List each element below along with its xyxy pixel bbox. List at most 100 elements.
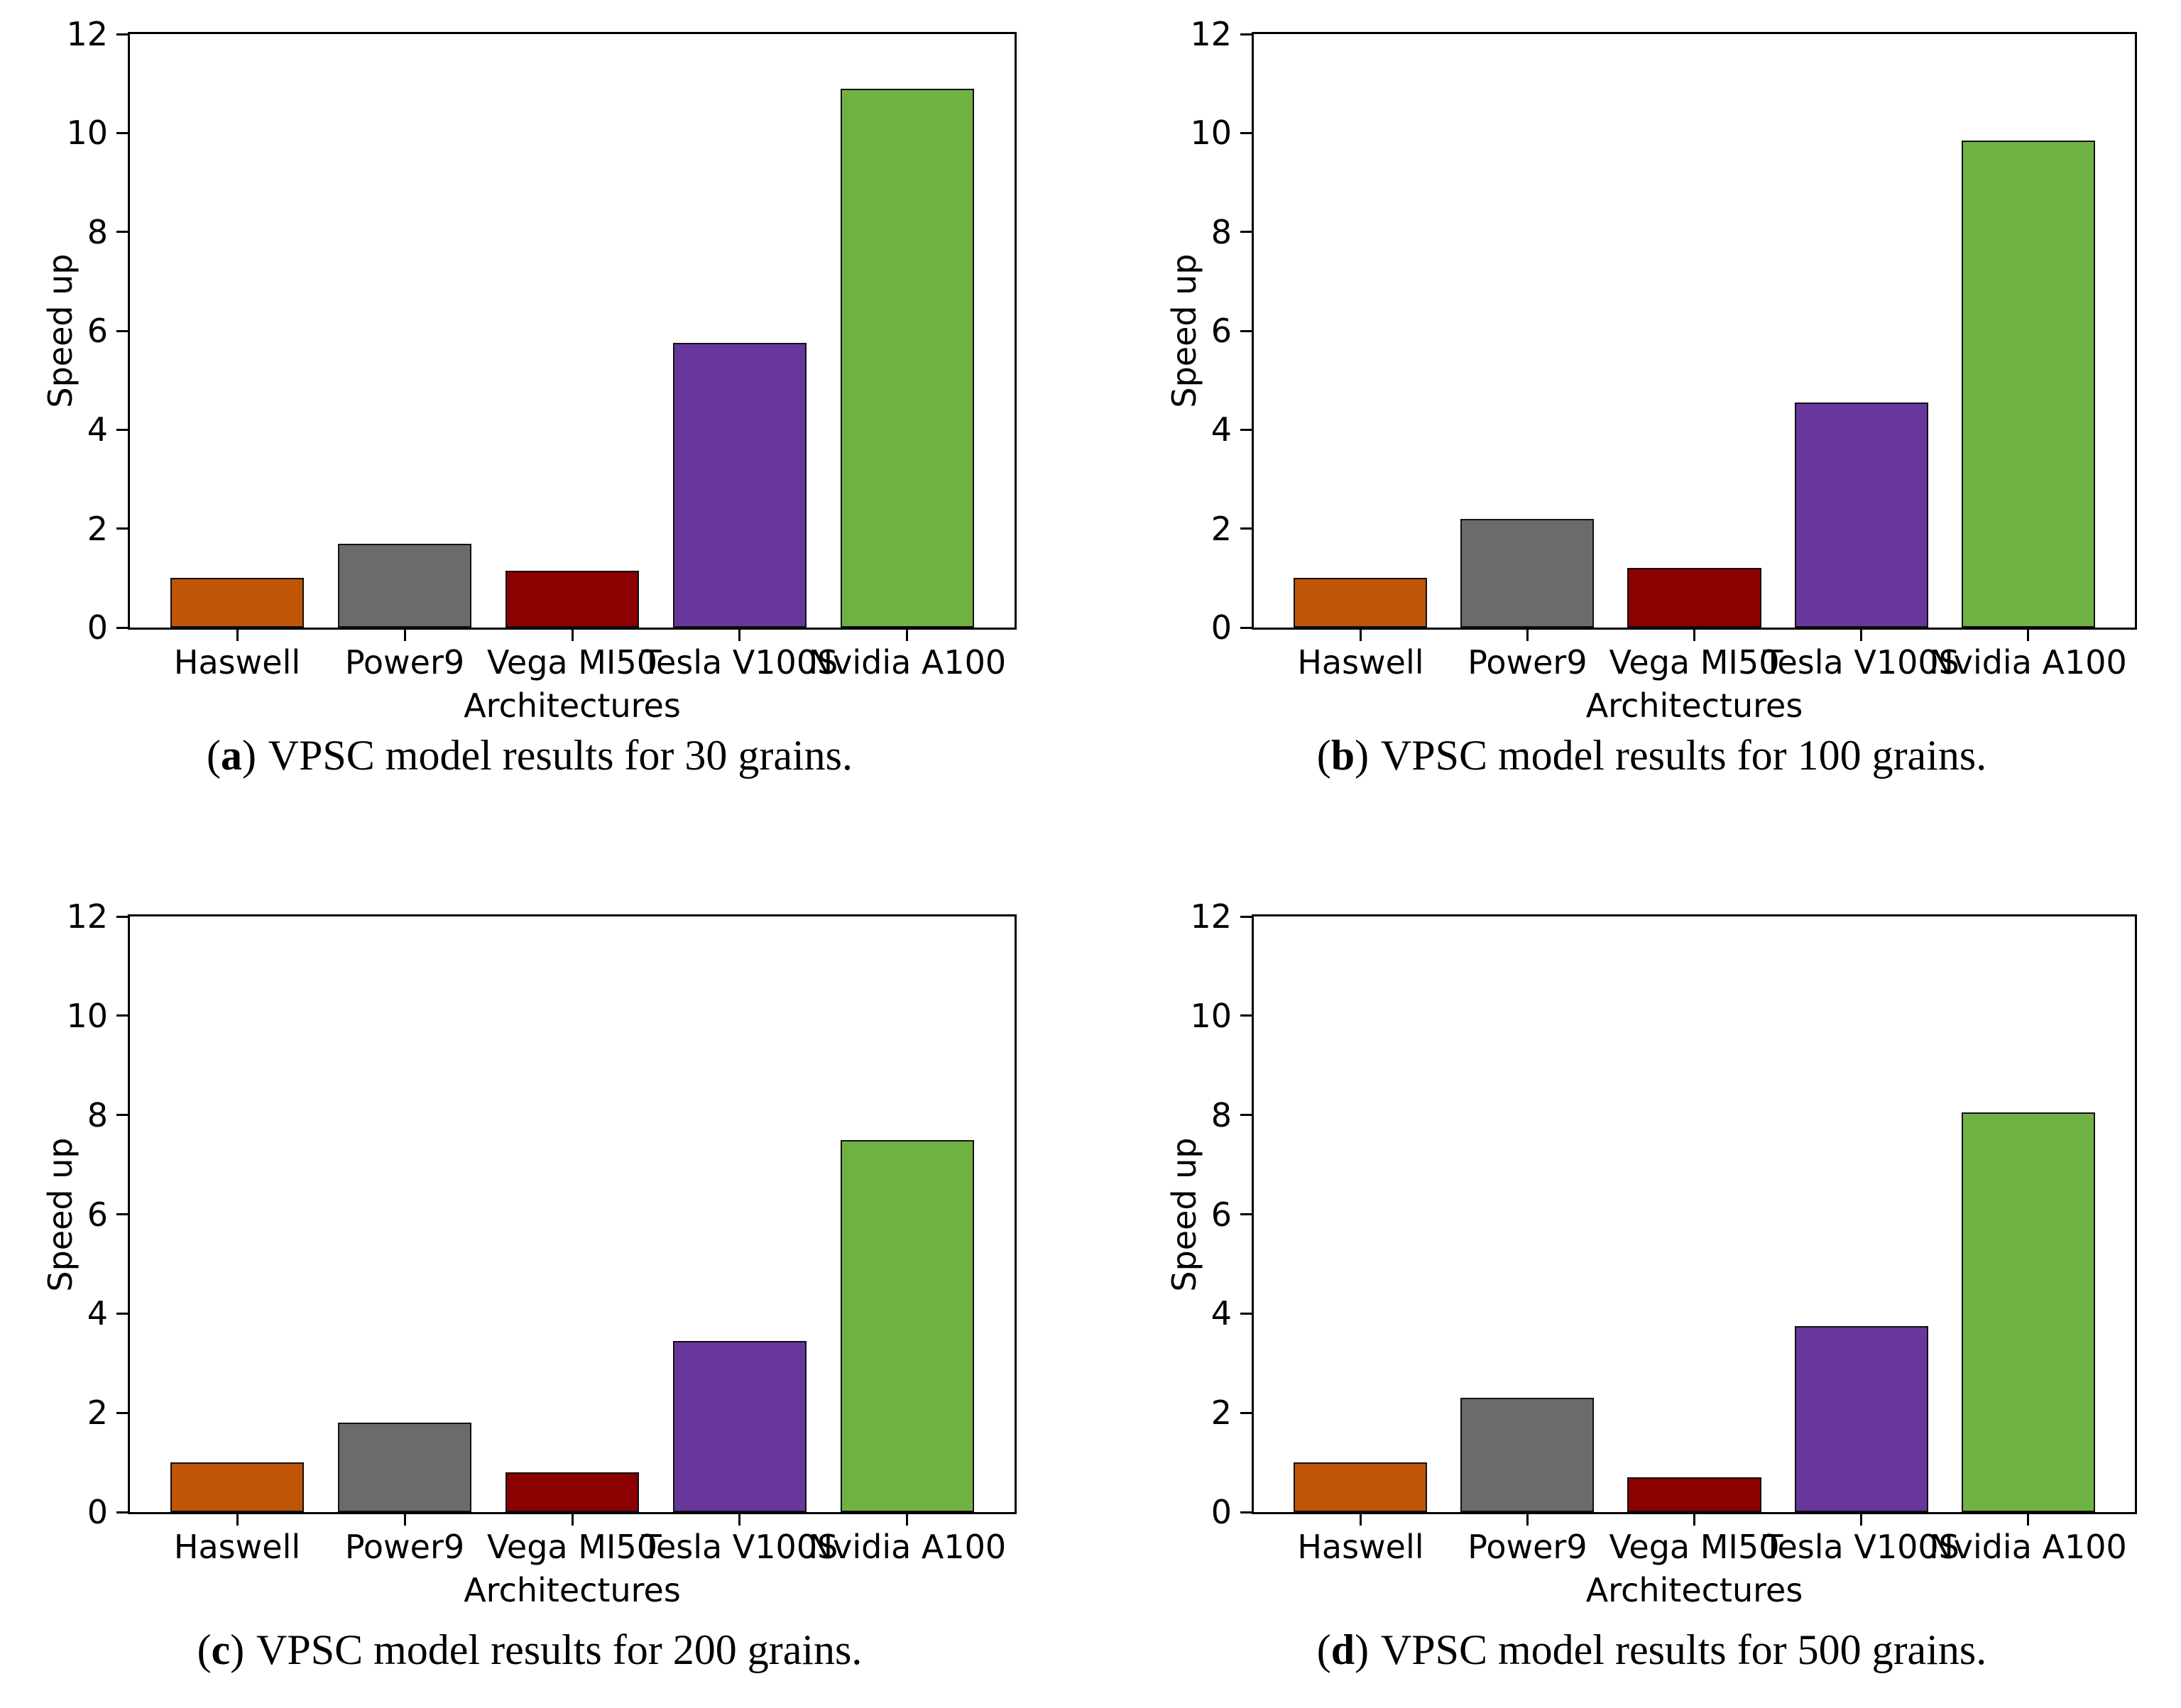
caption-d-paren-close: ): [1355, 1626, 1370, 1673]
y-tick-mark: [116, 626, 128, 629]
y-tick-label: 0: [87, 1493, 108, 1531]
caption-c: (c) VPSC model results for 200 grains.: [28, 1623, 1031, 1677]
y-axis-label-b: Speed up: [1165, 253, 1203, 408]
bar-vega-mi50: [505, 1472, 640, 1512]
y-tick-label: 0: [1210, 608, 1232, 647]
y-tick-label: 6: [87, 312, 108, 350]
plot-area-b: 0 2 4 6 8 10 12 Haswell Power9 Vega MI50 Tesla V10…: [1190, 16, 2137, 680]
bar-power9: [1460, 1398, 1595, 1512]
x-tick-mark: [571, 1514, 574, 1526]
caption-c-paren-open: (: [197, 1626, 212, 1673]
y-tick-mark: [116, 1511, 128, 1513]
caption-c-letter: c: [211, 1626, 231, 1673]
y-tick-label: 2: [1210, 1394, 1232, 1433]
x-tick-label: Nvidia A100: [808, 643, 1007, 681]
y-tick-mark: [1240, 231, 1252, 234]
y-axis-label-d: Speed up: [1165, 1137, 1203, 1292]
x-tick-mark: [2027, 630, 2030, 641]
caption-d-paren-open: (: [1316, 1626, 1331, 1673]
y-tick-mark: [1240, 131, 1252, 134]
x-tick-label: Power9: [1467, 1528, 1587, 1566]
x-tick-mark: [1359, 1514, 1362, 1526]
y-tick-label: 4: [1210, 410, 1232, 449]
caption-d-text: VPSC model results for 500 grains.: [1380, 1626, 1987, 1673]
x-tick-label: Haswell: [1297, 1528, 1424, 1566]
y-tick-mark: [1240, 1213, 1252, 1215]
y-tick-mark: [116, 1114, 128, 1117]
y-tick-label: 8: [87, 212, 108, 251]
plot-area-c: 0 2 4 6 8 10 12 Haswell Power9 Vega MI50 Tesla V10…: [66, 899, 1017, 1565]
x-tick-mark: [236, 630, 239, 641]
y-tick-label: 4: [1210, 1294, 1232, 1333]
y-tick-mark: [116, 1312, 128, 1315]
y-tick-mark: [116, 131, 128, 134]
caption-b-paren-open: (: [1316, 732, 1331, 779]
bar-haswell: [170, 578, 305, 628]
x-tick-mark: [906, 630, 909, 641]
caption-c-paren-close: ): [230, 1626, 245, 1673]
y-tick-label: 6: [87, 1195, 108, 1234]
caption-c-text: VPSC model results for 200 grains.: [256, 1626, 863, 1673]
y-tick-label: 0: [1210, 1493, 1232, 1531]
bar-power9: [337, 1423, 472, 1512]
x-tick-label: Vega MI50: [1609, 1528, 1780, 1566]
x-tick-mark: [1693, 1514, 1695, 1526]
plot-area-d: 0 2 4 6 8 10 12 Haswell Power9 Vega MI50 Tesla V10…: [1190, 899, 2137, 1565]
y-tick-label: 10: [1190, 114, 1232, 153]
y-tick-label: 8: [87, 1095, 108, 1134]
bar-power9: [337, 543, 472, 628]
y-tick-mark: [1240, 329, 1252, 332]
x-tick-label: Vega MI50: [487, 643, 657, 681]
caption-a-text: VPSC model results for 30 grains.: [268, 732, 853, 779]
x-tick-mark: [571, 630, 574, 641]
y-tick-mark: [116, 231, 128, 234]
bar-nvidia-a100: [1961, 140, 2095, 628]
y-tick-mark: [1240, 1411, 1252, 1414]
x-tick-label: Power9: [1467, 643, 1587, 681]
y-tick-mark: [1240, 915, 1252, 918]
caption-a-paren-close: ): [241, 732, 256, 779]
y-tick-label: 4: [87, 410, 108, 449]
bar-nvidia-a100: [840, 1139, 975, 1512]
y-tick-label: 12: [66, 15, 108, 53]
bar-tesla-v100s: [1794, 403, 1928, 628]
x-tick-mark: [738, 630, 741, 641]
x-tick-mark: [1526, 1514, 1529, 1526]
x-tick-label: Haswell: [173, 643, 301, 681]
caption-a-paren-open: (: [206, 732, 221, 779]
x-tick-label: Tesla V100S: [1763, 643, 1959, 681]
x-axis-label-b: Architectures: [1585, 686, 1803, 725]
bar-nvidia-a100: [1961, 1112, 2095, 1512]
y-tick-mark: [116, 1411, 128, 1414]
caption-d-letter: d: [1330, 1626, 1355, 1673]
x-tick-label: Nvidia A100: [808, 1528, 1007, 1566]
x-tick-label: Nvidia A100: [1929, 1528, 2127, 1566]
y-tick-mark: [116, 915, 128, 918]
x-tick-mark: [403, 1514, 406, 1526]
bar-haswell: [1294, 1462, 1428, 1512]
x-tick-label: Nvidia A100: [1929, 643, 2127, 681]
y-tick-label: 10: [66, 114, 108, 153]
y-tick-label: 12: [66, 897, 108, 936]
x-tick-label: Tesla V100S: [641, 643, 838, 681]
plot-area-a: 0 2 4 6 8 10 12 Haswell Power9 Vega MI50 Tesla V10…: [66, 16, 1017, 680]
bar-haswell: [1294, 578, 1428, 628]
x-tick-mark: [1860, 630, 1863, 641]
y-tick-label: 4: [87, 1294, 108, 1333]
y-tick-mark: [116, 33, 128, 35]
y-tick-mark: [1240, 428, 1252, 431]
y-tick-mark: [116, 1213, 128, 1215]
bar-vega-mi50: [505, 570, 640, 628]
x-tick-label: Tesla V100S: [1763, 1528, 1959, 1566]
x-tick-label: Power9: [344, 1528, 465, 1566]
x-tick-mark: [906, 1514, 909, 1526]
caption-a: (a) VPSC model results for 30 grains.: [28, 728, 1031, 782]
x-tick-mark: [1693, 630, 1695, 641]
y-tick-label: 2: [1210, 509, 1232, 548]
y-tick-label: 10: [1190, 996, 1232, 1035]
x-tick-mark: [2027, 1514, 2030, 1526]
bar-power9: [1460, 518, 1595, 628]
bar-tesla-v100s: [672, 1340, 807, 1512]
x-tick-mark: [403, 630, 406, 641]
